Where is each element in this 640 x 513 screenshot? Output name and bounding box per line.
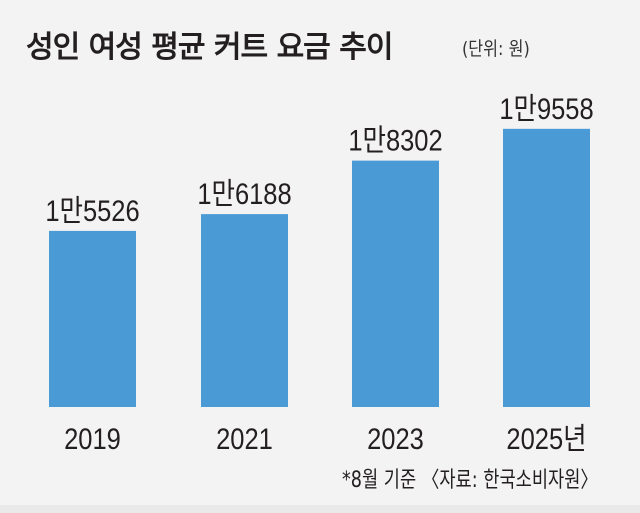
- bar-2023: [352, 160, 439, 407]
- data-label: 1만9558: [499, 92, 593, 125]
- bottom-strip: [0, 505, 640, 513]
- data-label: 1만6188: [197, 177, 291, 210]
- source-footnote: *8월 기준 〈자료: 한국소비자원〉: [341, 468, 598, 493]
- bar-2021: [201, 214, 288, 407]
- chart-title: 성인 여성 평균 커트 요금 추이: [26, 30, 393, 65]
- bar-2025년: [503, 128, 590, 407]
- data-label: 1만5526: [45, 194, 139, 227]
- bar-2019: [49, 230, 136, 407]
- x-tick-label: 2021: [216, 422, 273, 455]
- data-label: 1만8302: [348, 124, 442, 157]
- x-tick-label: 2025년: [506, 422, 586, 455]
- unit-label: (단위: 원): [462, 38, 530, 60]
- x-tick-label: 2019: [64, 422, 121, 455]
- x-tick-label: 2023: [367, 422, 424, 455]
